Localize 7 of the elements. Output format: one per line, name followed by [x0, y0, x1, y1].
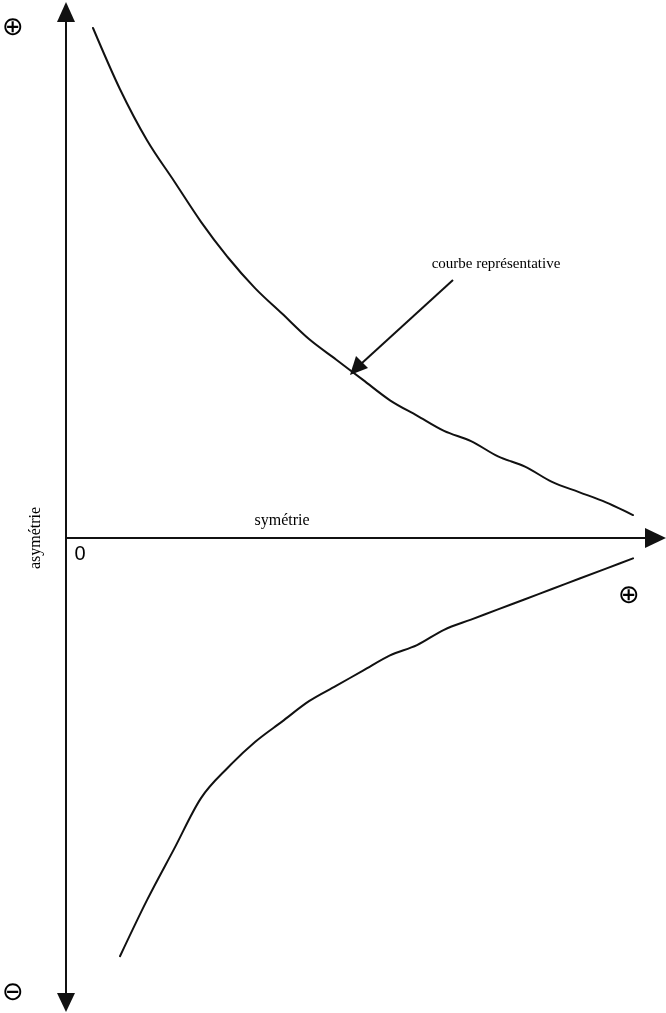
annotation: ⊕	[618, 579, 640, 609]
text: ⊕	[2, 11, 24, 41]
text: ⊖	[2, 976, 24, 1006]
x-axis-title: symétrie	[254, 511, 310, 529]
y-axis-title: asymétrie	[26, 506, 44, 570]
annotation: 0	[74, 542, 86, 564]
annotation: courbe représentative	[431, 255, 561, 271]
